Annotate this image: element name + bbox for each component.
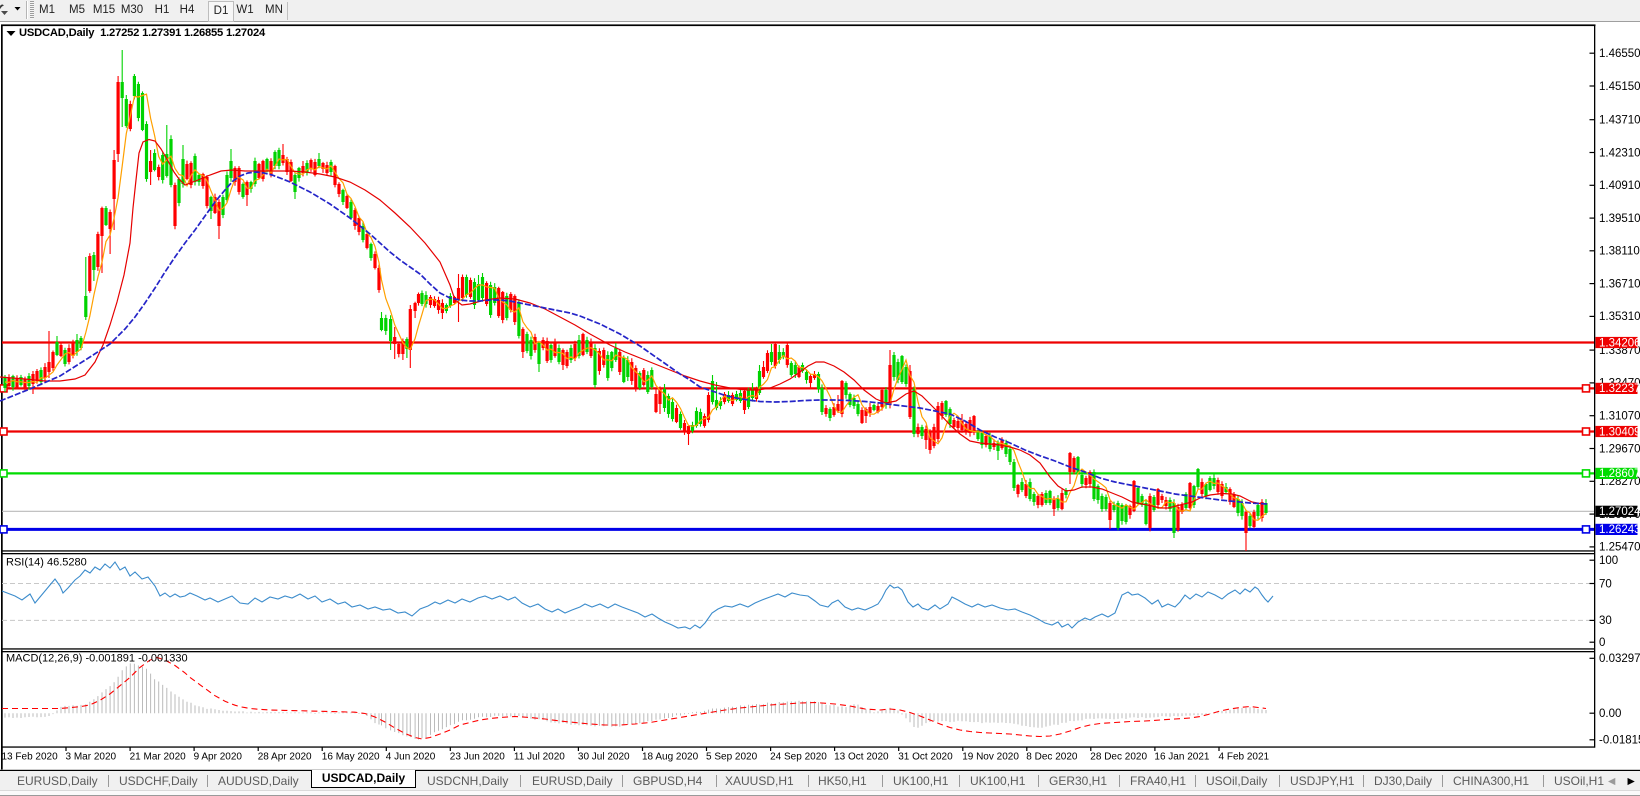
svg-text:100: 100 [1599, 555, 1618, 567]
svg-text:USDCAD,Daily 1.27252 1.27391: USDCAD,Daily 1.27252 1.27391 1.26855 1.2… [19, 27, 266, 39]
svg-text:13 Feb 2020: 13 Feb 2020 [2, 752, 59, 763]
svg-text:8 Dec 2020: 8 Dec 2020 [1026, 752, 1078, 763]
svg-text:28 Dec 2020: 28 Dec 2020 [1090, 752, 1147, 763]
svg-text:3 Mar 2020: 3 Mar 2020 [66, 752, 117, 763]
svg-text:1.31070: 1.31070 [1599, 411, 1640, 423]
svg-text:23 Jun 2020: 23 Jun 2020 [450, 752, 505, 763]
svg-text:-0.018154: -0.018154 [1599, 735, 1640, 747]
svg-text:16 Jan 2021: 16 Jan 2021 [1154, 752, 1209, 763]
svg-text:9 Apr 2020: 9 Apr 2020 [194, 752, 243, 763]
svg-text:19 Nov 2020: 19 Nov 2020 [962, 752, 1019, 763]
svg-text:0: 0 [1599, 637, 1605, 649]
svg-text:30 Jul 2020: 30 Jul 2020 [578, 752, 630, 763]
svg-text:13 Oct 2020: 13 Oct 2020 [834, 752, 889, 763]
svg-text:1.39510: 1.39510 [1599, 213, 1640, 225]
svg-text:1.45150: 1.45150 [1599, 81, 1640, 93]
svg-text:11 Jul 2020: 11 Jul 2020 [514, 752, 565, 763]
svg-text:18 Aug 2020: 18 Aug 2020 [642, 752, 699, 763]
svg-text:31 Oct 2020: 31 Oct 2020 [898, 752, 953, 763]
svg-text:1.42310: 1.42310 [1599, 147, 1640, 159]
svg-text:0.00: 0.00 [1599, 708, 1621, 720]
svg-text:MACD(12,26,9) -0.001891 -0.001: MACD(12,26,9) -0.001891 -0.001330 [6, 653, 188, 665]
svg-text:1.43710: 1.43710 [1599, 115, 1640, 127]
svg-text:4 Jun 2020: 4 Jun 2020 [386, 752, 436, 763]
svg-text:24 Sep 2020: 24 Sep 2020 [770, 752, 827, 763]
svg-text:1.26243: 1.26243 [1599, 524, 1640, 536]
svg-text:1.28270: 1.28270 [1599, 476, 1640, 488]
svg-text:1.32237: 1.32237 [1599, 383, 1640, 395]
svg-text:1.25470: 1.25470 [1599, 542, 1640, 554]
svg-text:1.30409: 1.30409 [1599, 426, 1640, 438]
svg-text:RSI(14) 46.5280: RSI(14) 46.5280 [6, 557, 87, 569]
svg-text:21 Mar 2020: 21 Mar 2020 [130, 752, 187, 763]
svg-text:70: 70 [1599, 578, 1612, 590]
svg-text:1.28607: 1.28607 [1599, 468, 1640, 480]
svg-text:4 Feb 2021: 4 Feb 2021 [1219, 752, 1270, 763]
svg-text:30: 30 [1599, 615, 1612, 627]
svg-text:16 May 2020: 16 May 2020 [322, 752, 380, 763]
svg-text:1.27024: 1.27024 [1599, 506, 1640, 518]
svg-text:1.38110: 1.38110 [1599, 246, 1640, 258]
svg-text:1.46550: 1.46550 [1599, 48, 1640, 60]
svg-text:28 Apr 2020: 28 Apr 2020 [258, 752, 312, 763]
svg-text:1.29670: 1.29670 [1599, 443, 1640, 455]
svg-text:1.40910: 1.40910 [1599, 180, 1640, 192]
svg-text:0.032972: 0.032972 [1599, 653, 1640, 665]
svg-text:5 Sep 2020: 5 Sep 2020 [706, 752, 758, 763]
svg-text:1.35310: 1.35310 [1599, 311, 1640, 323]
svg-text:1.36710: 1.36710 [1599, 278, 1640, 290]
svg-text:1.34206: 1.34206 [1599, 337, 1640, 349]
